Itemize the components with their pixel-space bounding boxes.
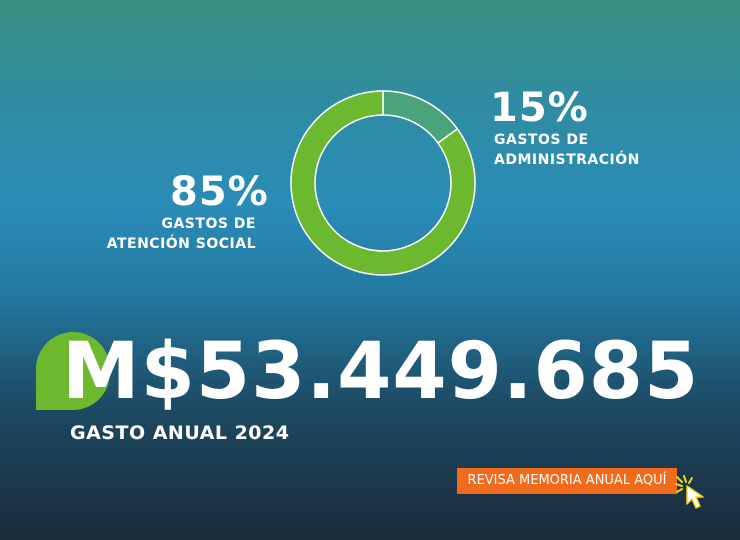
annual-amount: M$53.449.685	[62, 327, 700, 417]
admin-label-line1: GASTOS DE	[494, 132, 589, 148]
admin-percent: 15%	[490, 85, 589, 131]
admin-label: GASTOS DE ADMINISTRACIÓN	[494, 130, 640, 170]
social-label-line2: ATENCIÓN SOCIAL	[106, 236, 256, 252]
donut-slice-social	[290, 90, 476, 276]
pointer-hand-icon	[675, 475, 704, 509]
donut-slice-administration	[382, 90, 459, 145]
donut-chart	[290, 90, 476, 276]
social-label-line1: GASTOS DE	[161, 216, 256, 232]
logo-mark	[36, 332, 110, 410]
annual-expense-label: GASTO ANUAL 2024	[70, 422, 290, 444]
annual-report-button[interactable]: REVISA MEMORIA ANUAL AQUÍ	[457, 468, 677, 494]
social-percent: 85%	[170, 169, 269, 215]
admin-label-line2: ADMINISTRACIÓN	[494, 152, 640, 168]
social-label: GASTOS DE ATENCIÓN SOCIAL	[100, 214, 256, 254]
